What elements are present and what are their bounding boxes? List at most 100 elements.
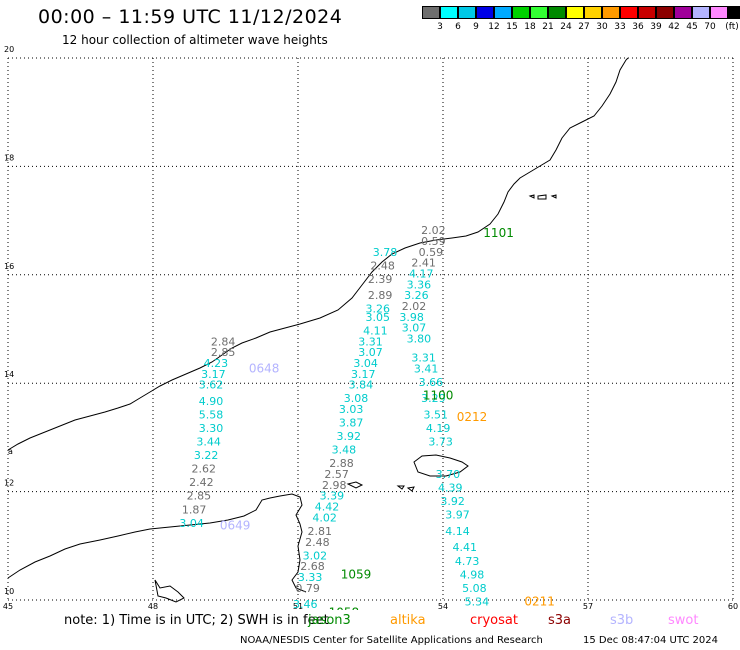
socotra-island — [413, 454, 469, 477]
wave-height-value: 2.41 — [411, 257, 436, 270]
wave-height-value: 3.31 — [358, 335, 383, 348]
lon-label-60: 60 — [728, 602, 738, 610]
satellite-jason3: jason3 — [308, 613, 351, 628]
islet-1 — [346, 481, 364, 489]
legend-swatch — [566, 6, 584, 19]
map-subtitle: 12 hour collection of altimeter wave hei… — [62, 33, 328, 47]
legend-swatch — [476, 6, 494, 19]
note-text: note: 1) Time is in UTC; 2) SWH is in fe… — [64, 613, 329, 628]
legend-swatch — [530, 6, 548, 19]
lon-tick-labels: 45 48 51 54 57 60 — [3, 602, 738, 610]
wave-height-value: 0.59 — [421, 235, 446, 248]
legend-label: 70 — [704, 22, 716, 32]
wave-height-value: 4.39 — [438, 482, 463, 495]
legend-swatch — [674, 6, 692, 19]
wave-height-value: 4.17 — [409, 268, 434, 281]
legend-label: 21 — [542, 22, 554, 32]
wave-height-value: 3.08 — [344, 392, 369, 405]
lon-label-51: 51 — [293, 602, 303, 610]
satellite-s3b: s3b — [610, 613, 634, 628]
legend-swatch — [458, 6, 476, 19]
lat-label-20: 20 — [4, 45, 14, 54]
legend-unit: (ft) — [725, 22, 739, 32]
wave-height-value: 3.31 — [411, 352, 436, 365]
wave-height-value: 2.89 — [368, 289, 393, 302]
wave-height-value: 2.98 — [322, 479, 347, 492]
wave-height-value: 4.23 — [204, 357, 229, 370]
wave-height-value: 3.02 — [303, 549, 328, 562]
satellite-swot: swot — [668, 613, 699, 628]
wave-height-value: 3.97 — [445, 509, 470, 522]
yemen-oman-coast — [7, 493, 307, 593]
footer-timestamp: 15 Dec 08:47:04 UTC 2024 — [583, 635, 718, 646]
wave-height-value: 3.33 — [298, 571, 323, 584]
wave-height-value: 3.62 — [199, 379, 224, 392]
footer-credit: NOAA/NESDIS Center for Satellite Applica… — [240, 635, 543, 646]
wave-height-value: 3.17 — [351, 368, 376, 381]
color-legend — [422, 6, 740, 20]
lat-label-10: 10 — [4, 587, 14, 596]
wave-height-value: 4.14 — [445, 525, 470, 538]
islet-2 — [396, 485, 405, 490]
wave-height-value: 3.17 — [201, 368, 226, 381]
wave-height-value: 4.90 — [199, 395, 224, 408]
legend-swatch — [422, 6, 440, 19]
legend-label: 9 — [473, 22, 479, 32]
legend-label: 36 — [632, 22, 644, 32]
wave-height-value: 4.19 — [426, 422, 451, 435]
pass-time-label: 0212 — [457, 410, 488, 424]
wave-height-value: 3.70 — [436, 468, 461, 481]
legend-label: 6 — [455, 22, 461, 32]
legend-swatch — [728, 6, 740, 19]
coastline — [7, 57, 629, 603]
wave-height-value: 3.44 — [196, 436, 221, 449]
wave-height-value: 2.88 — [329, 457, 354, 470]
legend-label: 39 — [650, 22, 662, 32]
legend-label: 42 — [668, 22, 680, 32]
wave-height-value: 3.26 — [366, 303, 391, 316]
islet-3 — [406, 486, 415, 492]
wave-height-value: 3.66 — [419, 376, 444, 389]
legend-label: 33 — [614, 22, 626, 32]
legend-swatch — [494, 6, 512, 19]
wave-height-value: 3.84 — [349, 379, 374, 392]
wave-height-value: 2.02 — [402, 300, 427, 313]
lon-label-57: 57 — [583, 602, 593, 610]
lat-label-16: 16 — [4, 262, 14, 271]
wave-height-value: 4.41 — [453, 541, 478, 554]
pass-time-label: 1059 — [341, 567, 372, 581]
satellite-s3a: s3a — [548, 613, 572, 628]
satellite-cryosat: cryosat — [470, 613, 518, 628]
wave-height-value: 4.73 — [455, 555, 480, 568]
map-title: 00:00 – 11:59 UTC 11/12/2024 — [38, 6, 343, 28]
legend-label: 45 — [686, 22, 698, 32]
legend-label: 3 — [437, 22, 443, 32]
legend-swatch — [512, 6, 530, 19]
wave-height-value: 3.87 — [339, 417, 364, 430]
wave-height-value: 1.87 — [182, 503, 207, 516]
pass-time-label: 1058 — [329, 605, 360, 610]
lon-label-48: 48 — [148, 602, 158, 610]
wave-height-value: 5.08 — [462, 582, 487, 595]
legend-label: 18 — [524, 22, 536, 32]
legend-label: 24 — [560, 22, 572, 32]
wave-height-value: 2.85 — [211, 346, 236, 359]
wave-height-value: 3.80 — [407, 333, 432, 346]
lat-tick-labels: 20 18 16 14 12 10 — [4, 45, 14, 596]
lon-label-54: 54 — [438, 602, 448, 610]
wave-height-value: 3.26 — [404, 289, 429, 302]
wave-height-value: 2.48 — [305, 536, 330, 549]
somalia-horn-coast — [7, 57, 629, 451]
legend-swatch — [710, 6, 728, 19]
pass-time-label: 1100 — [423, 388, 454, 402]
wave-height-value: 5.58 — [199, 408, 224, 421]
wave-height-value: 3.51 — [424, 408, 449, 421]
wave-height-value: 2.57 — [324, 468, 349, 481]
kuria-islands — [528, 194, 557, 200]
wave-height-value: 3.03 — [339, 403, 364, 416]
wave-height-value: 2.84 — [211, 335, 236, 348]
wave-height-value: 2.02 — [421, 224, 446, 237]
legend-label: 15 — [506, 22, 518, 32]
